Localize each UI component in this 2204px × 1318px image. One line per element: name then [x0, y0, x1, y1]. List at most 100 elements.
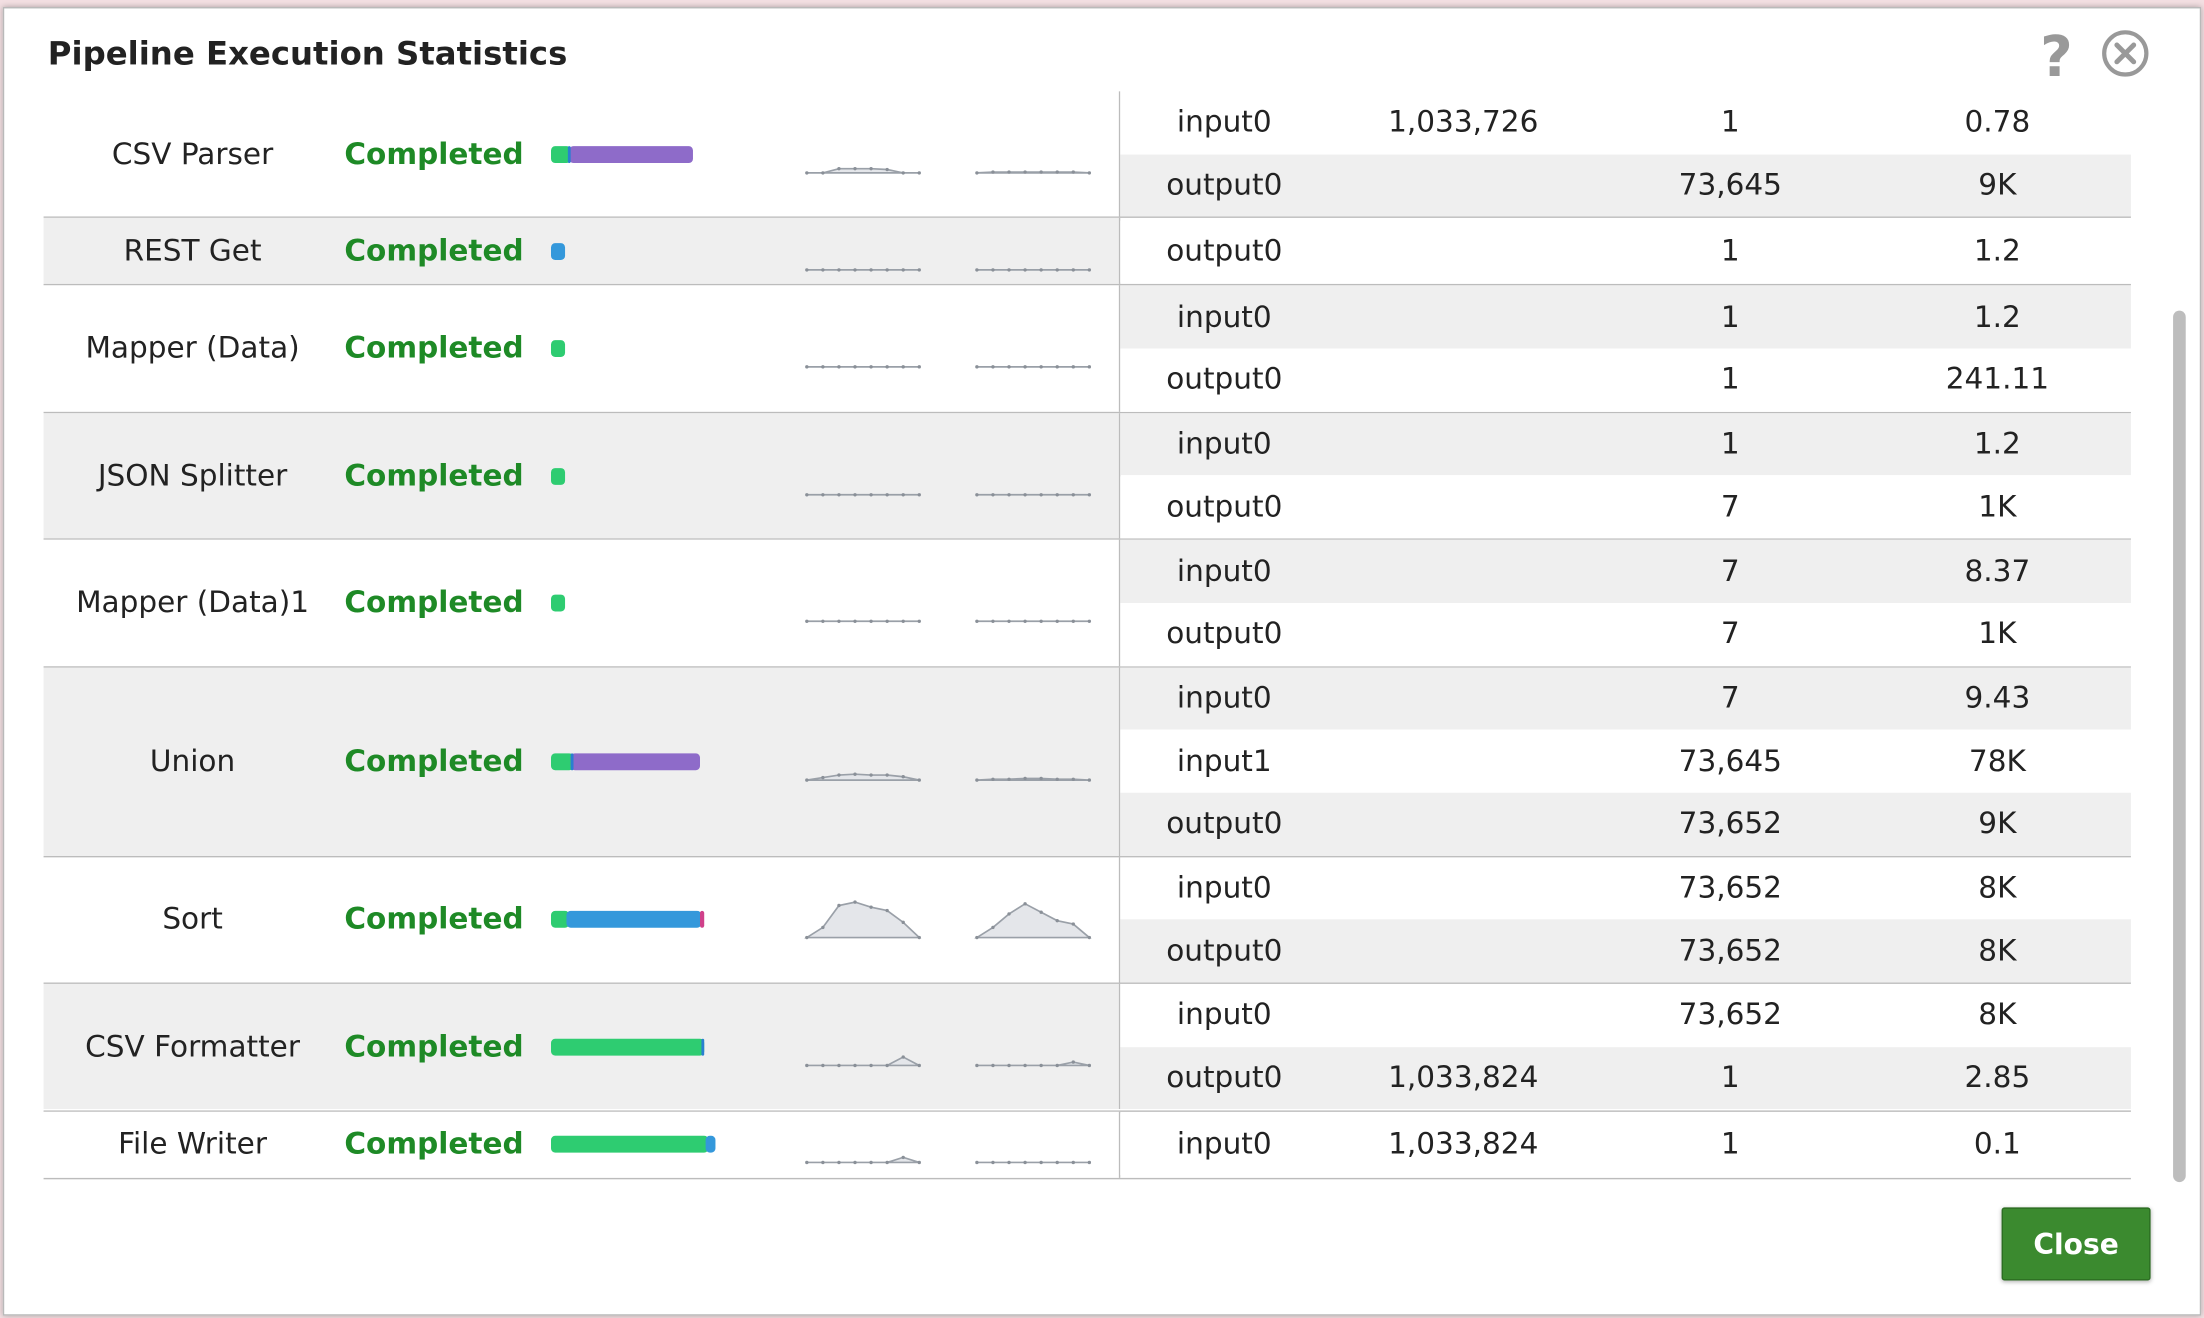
view-rate: 1.2 — [1973, 233, 2021, 268]
close-button[interactable]: Close — [2001, 1207, 2151, 1281]
snap-name: Mapper (Data) — [85, 331, 300, 365]
view-row-background — [1120, 285, 2131, 349]
view-name: output0 — [1166, 362, 1283, 397]
sparkline — [975, 492, 1092, 496]
snap-name: CSV Formatter — [85, 1029, 300, 1064]
column-divider — [1118, 218, 1121, 285]
sparkline — [975, 268, 1092, 272]
snap-name: File Writer — [118, 1126, 268, 1161]
progress-bar — [699, 911, 705, 929]
sparkline — [975, 776, 1092, 782]
row-background — [43, 285, 1119, 412]
view-rate: 9.43 — [1964, 680, 2031, 715]
view-row-background — [1120, 91, 2131, 155]
snap-status: Completed — [344, 233, 524, 268]
row-divider — [43, 284, 2131, 286]
column-divider — [1118, 412, 1121, 539]
view-rate: 1.2 — [1973, 426, 2021, 461]
view-name: output0 — [1166, 616, 1283, 651]
sparkline — [974, 902, 1092, 940]
view-rate: 1.2 — [1973, 299, 2021, 334]
sparkline — [805, 268, 921, 272]
view-documents: 1 — [1720, 362, 1740, 397]
row-divider — [43, 411, 2131, 413]
view-name: output0 — [1166, 489, 1283, 524]
view-rate: 8K — [1978, 997, 2017, 1032]
progress-bar — [569, 145, 693, 163]
view-rate: 9K — [1978, 168, 2017, 202]
progress-bar — [705, 1135, 716, 1153]
sparkline — [805, 492, 921, 496]
view-rate: 1K — [1978, 489, 2017, 524]
view-documents: 73,652 — [1678, 997, 1782, 1032]
view-name: output0 — [1166, 168, 1283, 202]
view-documents: 73,645 — [1678, 168, 1782, 202]
view-row-background — [1120, 1046, 2131, 1110]
view-row-background — [1120, 220, 2131, 283]
view-documents: 7 — [1720, 489, 1740, 524]
row-divider — [43, 855, 2131, 857]
progress-bar — [550, 145, 571, 163]
column-divider — [1118, 91, 1121, 218]
view-name: input0 — [1176, 1126, 1272, 1161]
snap-name: JSON Splitter — [97, 458, 288, 492]
view-row-background — [1120, 602, 2131, 666]
column-divider — [1118, 285, 1121, 412]
snap-status: Completed — [344, 136, 524, 171]
view-row-background — [1120, 792, 2131, 856]
snap-status: Completed — [344, 902, 524, 936]
view-row-background — [1120, 667, 2131, 730]
row-background — [43, 218, 1119, 285]
view-documents: 73,652 — [1678, 933, 1782, 968]
view-rate: 9K — [1978, 806, 2017, 841]
row-divider — [43, 217, 2131, 219]
view-row-background — [1120, 348, 2131, 412]
view-documents: 7 — [1720, 553, 1740, 588]
sparkline — [804, 900, 922, 940]
view-documents: 7 — [1720, 616, 1740, 651]
view-row-background — [1120, 540, 2131, 603]
column-divider — [1118, 667, 1121, 856]
view-documents: 7 — [1720, 680, 1740, 715]
header-icons: ? — [2040, 28, 2149, 87]
sparkline — [805, 365, 921, 369]
row-divider — [43, 982, 2131, 985]
progress-bar — [550, 1038, 705, 1056]
view-name: input0 — [1176, 997, 1272, 1032]
snap-name: Union — [149, 743, 236, 778]
view-documents: 73,645 — [1678, 743, 1782, 778]
sparkline — [805, 1055, 921, 1067]
dialog: Pipeline Execution Statistics ? CSV Pars… — [2, 7, 2202, 1316]
view-rate: 78K — [1968, 743, 2026, 778]
view-name: input0 — [1176, 299, 1272, 334]
scrollbar[interactable] — [2173, 310, 2186, 1183]
view-name: output0 — [1166, 806, 1283, 841]
snap-name: Mapper (Data)1 — [76, 585, 310, 620]
row-divider — [43, 538, 2131, 541]
progress-bar — [550, 340, 566, 358]
view-documents: 1 — [1720, 105, 1740, 139]
view-rate: 0.1 — [1973, 1126, 2021, 1161]
progress-bar — [570, 752, 700, 770]
close-icon[interactable] — [2102, 30, 2149, 77]
sparkline — [805, 619, 921, 623]
view-documents: 73,652 — [1678, 870, 1782, 905]
row-background — [43, 412, 1119, 539]
view-name: input0 — [1176, 426, 1272, 461]
view-rate: 241.11 — [1945, 362, 2050, 397]
sparkline — [805, 772, 921, 782]
view-documents: 1 — [1720, 1060, 1740, 1095]
column-divider — [1118, 1111, 1121, 1178]
snap-status: Completed — [344, 1029, 524, 1064]
view-documents: 1 — [1720, 426, 1740, 461]
column-divider — [1118, 984, 1121, 1110]
help-icon[interactable]: ? — [2040, 28, 2073, 87]
row-divider — [43, 1177, 2131, 1179]
view-rate: 8K — [1978, 933, 2017, 968]
progress-bar — [550, 467, 566, 485]
view-name: input1 — [1176, 743, 1272, 778]
stats-table: CSV Parser Completed input0 1,033,726 1 0.78 o… — [4, 8, 2200, 1314]
view-rate: 8K — [1978, 870, 2017, 905]
view-row-background — [1120, 729, 2131, 793]
